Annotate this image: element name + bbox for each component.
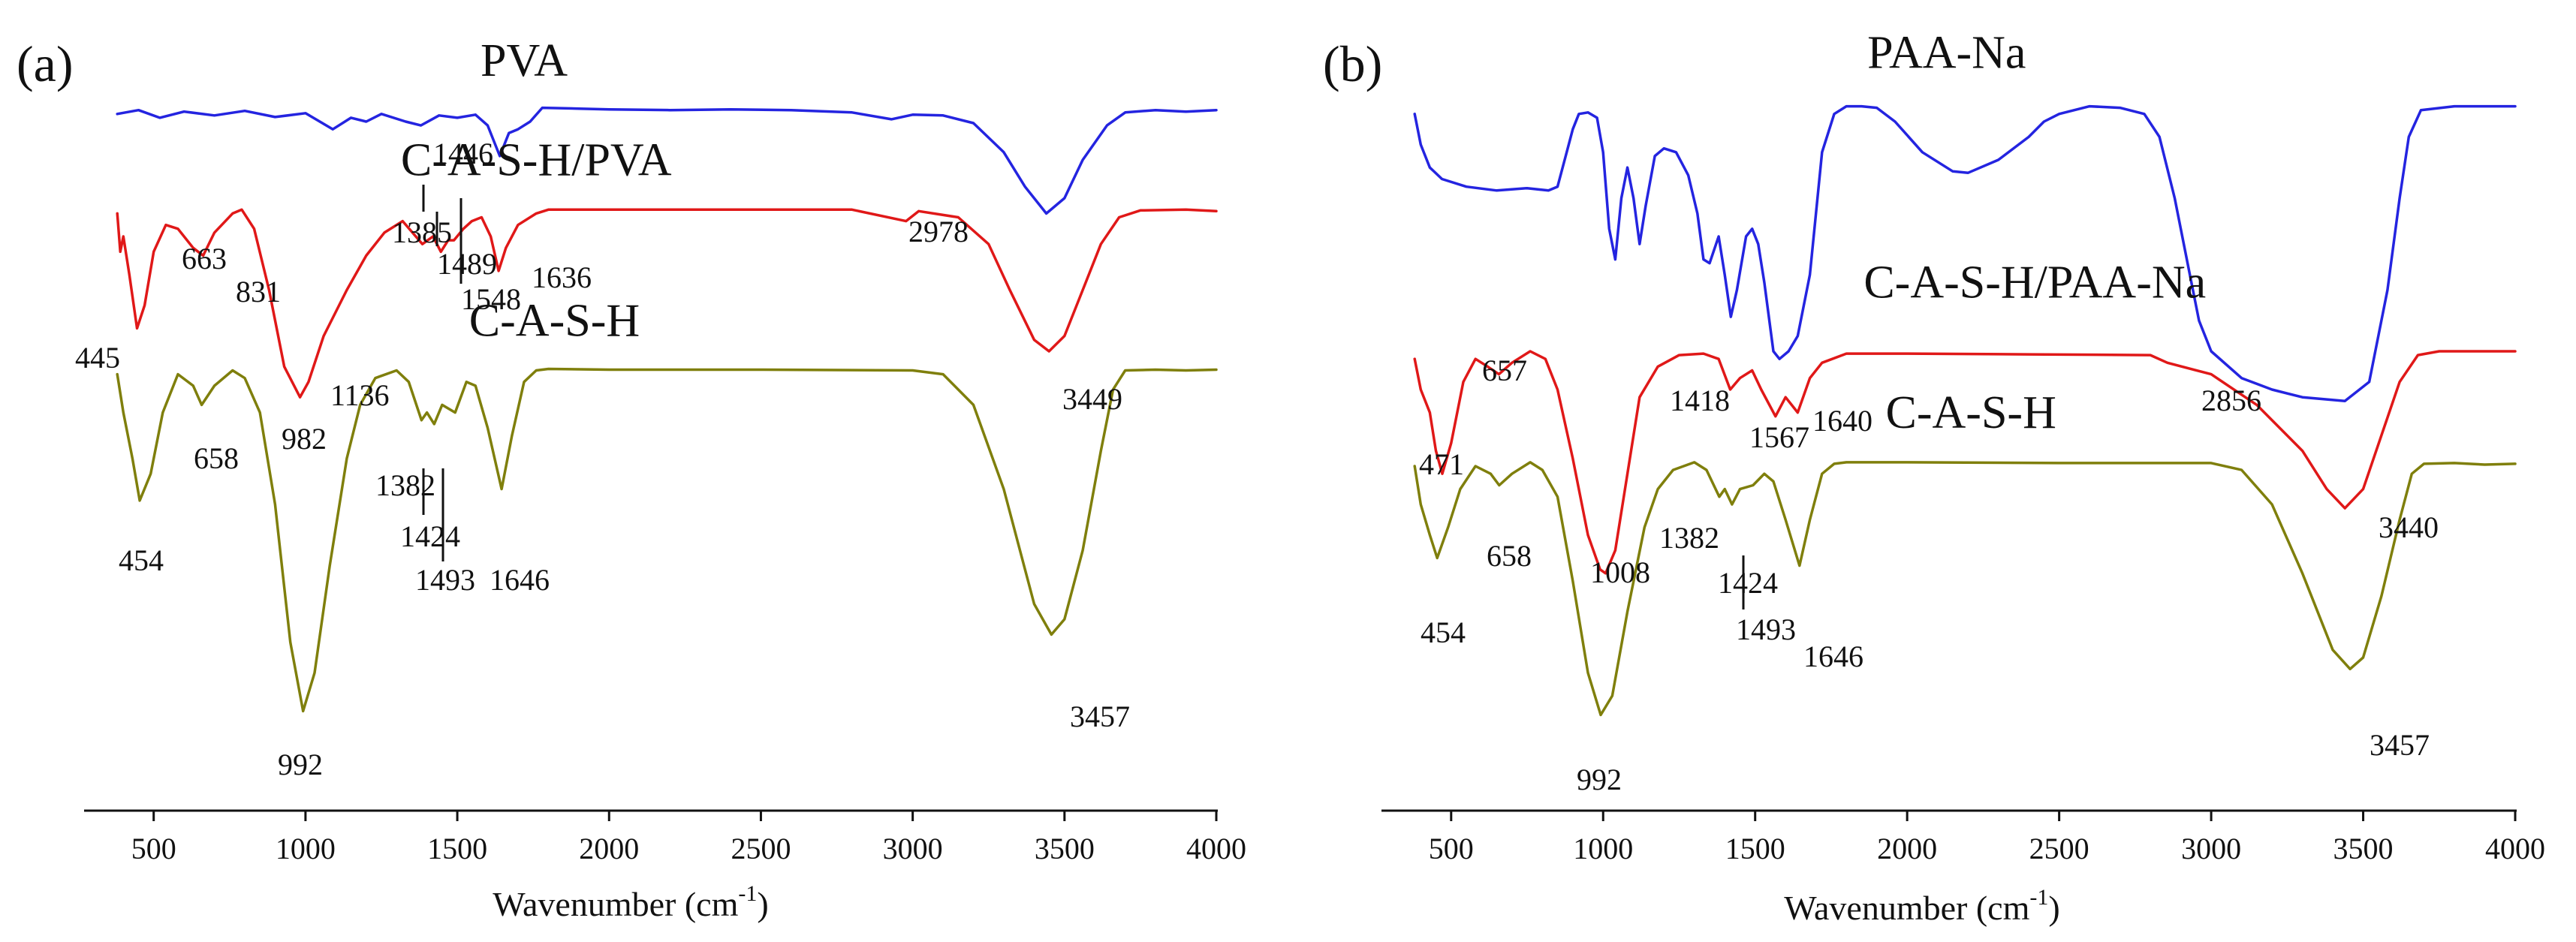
panel-a: (a) 500 1000 1500 2000 2500 3000 3500 4000 Wavenu… [17, 35, 1246, 923]
peak-label: 831 [236, 275, 281, 308]
peak-label: 1640 [1812, 404, 1872, 438]
series-label-c-a-s-h-pva: C-A-S-H/PVA [401, 134, 672, 185]
series-line-pva [116, 106, 1218, 215]
series-line-c-a-s-h [1413, 461, 2517, 717]
peak-label: 1636 [532, 260, 592, 294]
x-tick-label: 1500 [427, 832, 487, 865]
peak-label: 658 [194, 441, 239, 475]
x-tick-label: 2000 [579, 832, 639, 865]
x-tick-label: 1000 [1573, 832, 1633, 865]
peak-label: 445 [75, 341, 120, 375]
series-line-paa-na [1413, 104, 2517, 403]
peak-label: 1493 [415, 563, 475, 597]
x-tick-label: 1500 [1725, 832, 1785, 865]
peak-label: 1446 [433, 137, 493, 170]
peak-label: 1424 [400, 519, 460, 553]
series-label-c-a-s-h: C-A-S-H [469, 296, 640, 347]
peak-label: 663 [182, 242, 227, 275]
series-line-c-a-s-h [116, 367, 1218, 713]
x-tick-label: 1000 [276, 832, 336, 865]
x-tick-label: 4000 [1186, 832, 1246, 865]
peak-label: 3449 [1062, 382, 1122, 416]
peak-label: 1567 [1749, 420, 1809, 454]
peak-label: 1646 [490, 563, 550, 597]
peak-label: 982 [282, 422, 327, 456]
peak-label: 657 [1482, 354, 1527, 387]
series-label-c-a-s-h-paa-na: C-A-S-H/PAA-Na [1863, 257, 2206, 308]
x-tick-label: 500 [131, 832, 176, 865]
x-tick-label: 2000 [1877, 832, 1937, 865]
peak-label: 2978 [908, 215, 969, 248]
x-tick-label: 2500 [731, 832, 791, 865]
series-line-c-a-s-h-paa-na [1413, 350, 2517, 575]
peak-label: 1008 [1590, 555, 1650, 589]
x-tick-label: 3500 [2333, 832, 2394, 865]
peak-label: 1136 [330, 378, 390, 412]
x-axis-title: Wavenumber (cm-1) [493, 881, 768, 923]
x-tick-label: 3000 [2181, 832, 2241, 865]
peak-label: 992 [1577, 763, 1622, 796]
series-label-c-a-s-h: C-A-S-H [1886, 387, 2056, 438]
peak-label: 992 [278, 748, 323, 781]
peak-label: 471 [1419, 447, 1464, 481]
peak-label: 3440 [2379, 510, 2439, 544]
series-line-c-a-s-h-pva [116, 208, 1218, 399]
x-tick-label: 500 [1429, 832, 1474, 865]
series-label-pva: PVA [481, 35, 568, 86]
peak-label: 454 [119, 543, 164, 577]
peak-label: 1489 [437, 247, 497, 281]
peak-label: 2856 [2201, 384, 2261, 417]
x-tick-label: 2500 [2029, 832, 2089, 865]
peak-label: 3457 [1070, 700, 1130, 733]
x-axis-title: Wavenumber (cm-1) [1784, 885, 2059, 927]
peak-label: 1646 [1803, 640, 1863, 673]
peak-label: 1424 [1718, 566, 1778, 600]
x-tick-label: 3000 [883, 832, 943, 865]
series-label-paa-na: PAA-Na [1867, 28, 2026, 79]
peak-label: 1493 [1736, 612, 1796, 646]
peak-label: 3457 [2370, 728, 2430, 762]
x-tick-label: 4000 [2485, 832, 2545, 865]
x-tick-label: 3500 [1035, 832, 1095, 865]
peak-label: 1382 [375, 468, 435, 502]
peak-label: 658 [1487, 539, 1532, 573]
peak-label: 454 [1421, 615, 1466, 649]
peak-label: 1385 [392, 215, 452, 249]
panel-label: (a) [17, 35, 73, 92]
panel-label: (b) [1323, 35, 1382, 92]
peak-label: 1418 [1670, 384, 1730, 417]
peak-label: 1548 [461, 282, 521, 316]
peak-label: 1382 [1659, 521, 1719, 555]
panel-b: (b) 500 1000 1500 2000 2500 3000 3500 4000 Wavenu… [1323, 28, 2545, 927]
